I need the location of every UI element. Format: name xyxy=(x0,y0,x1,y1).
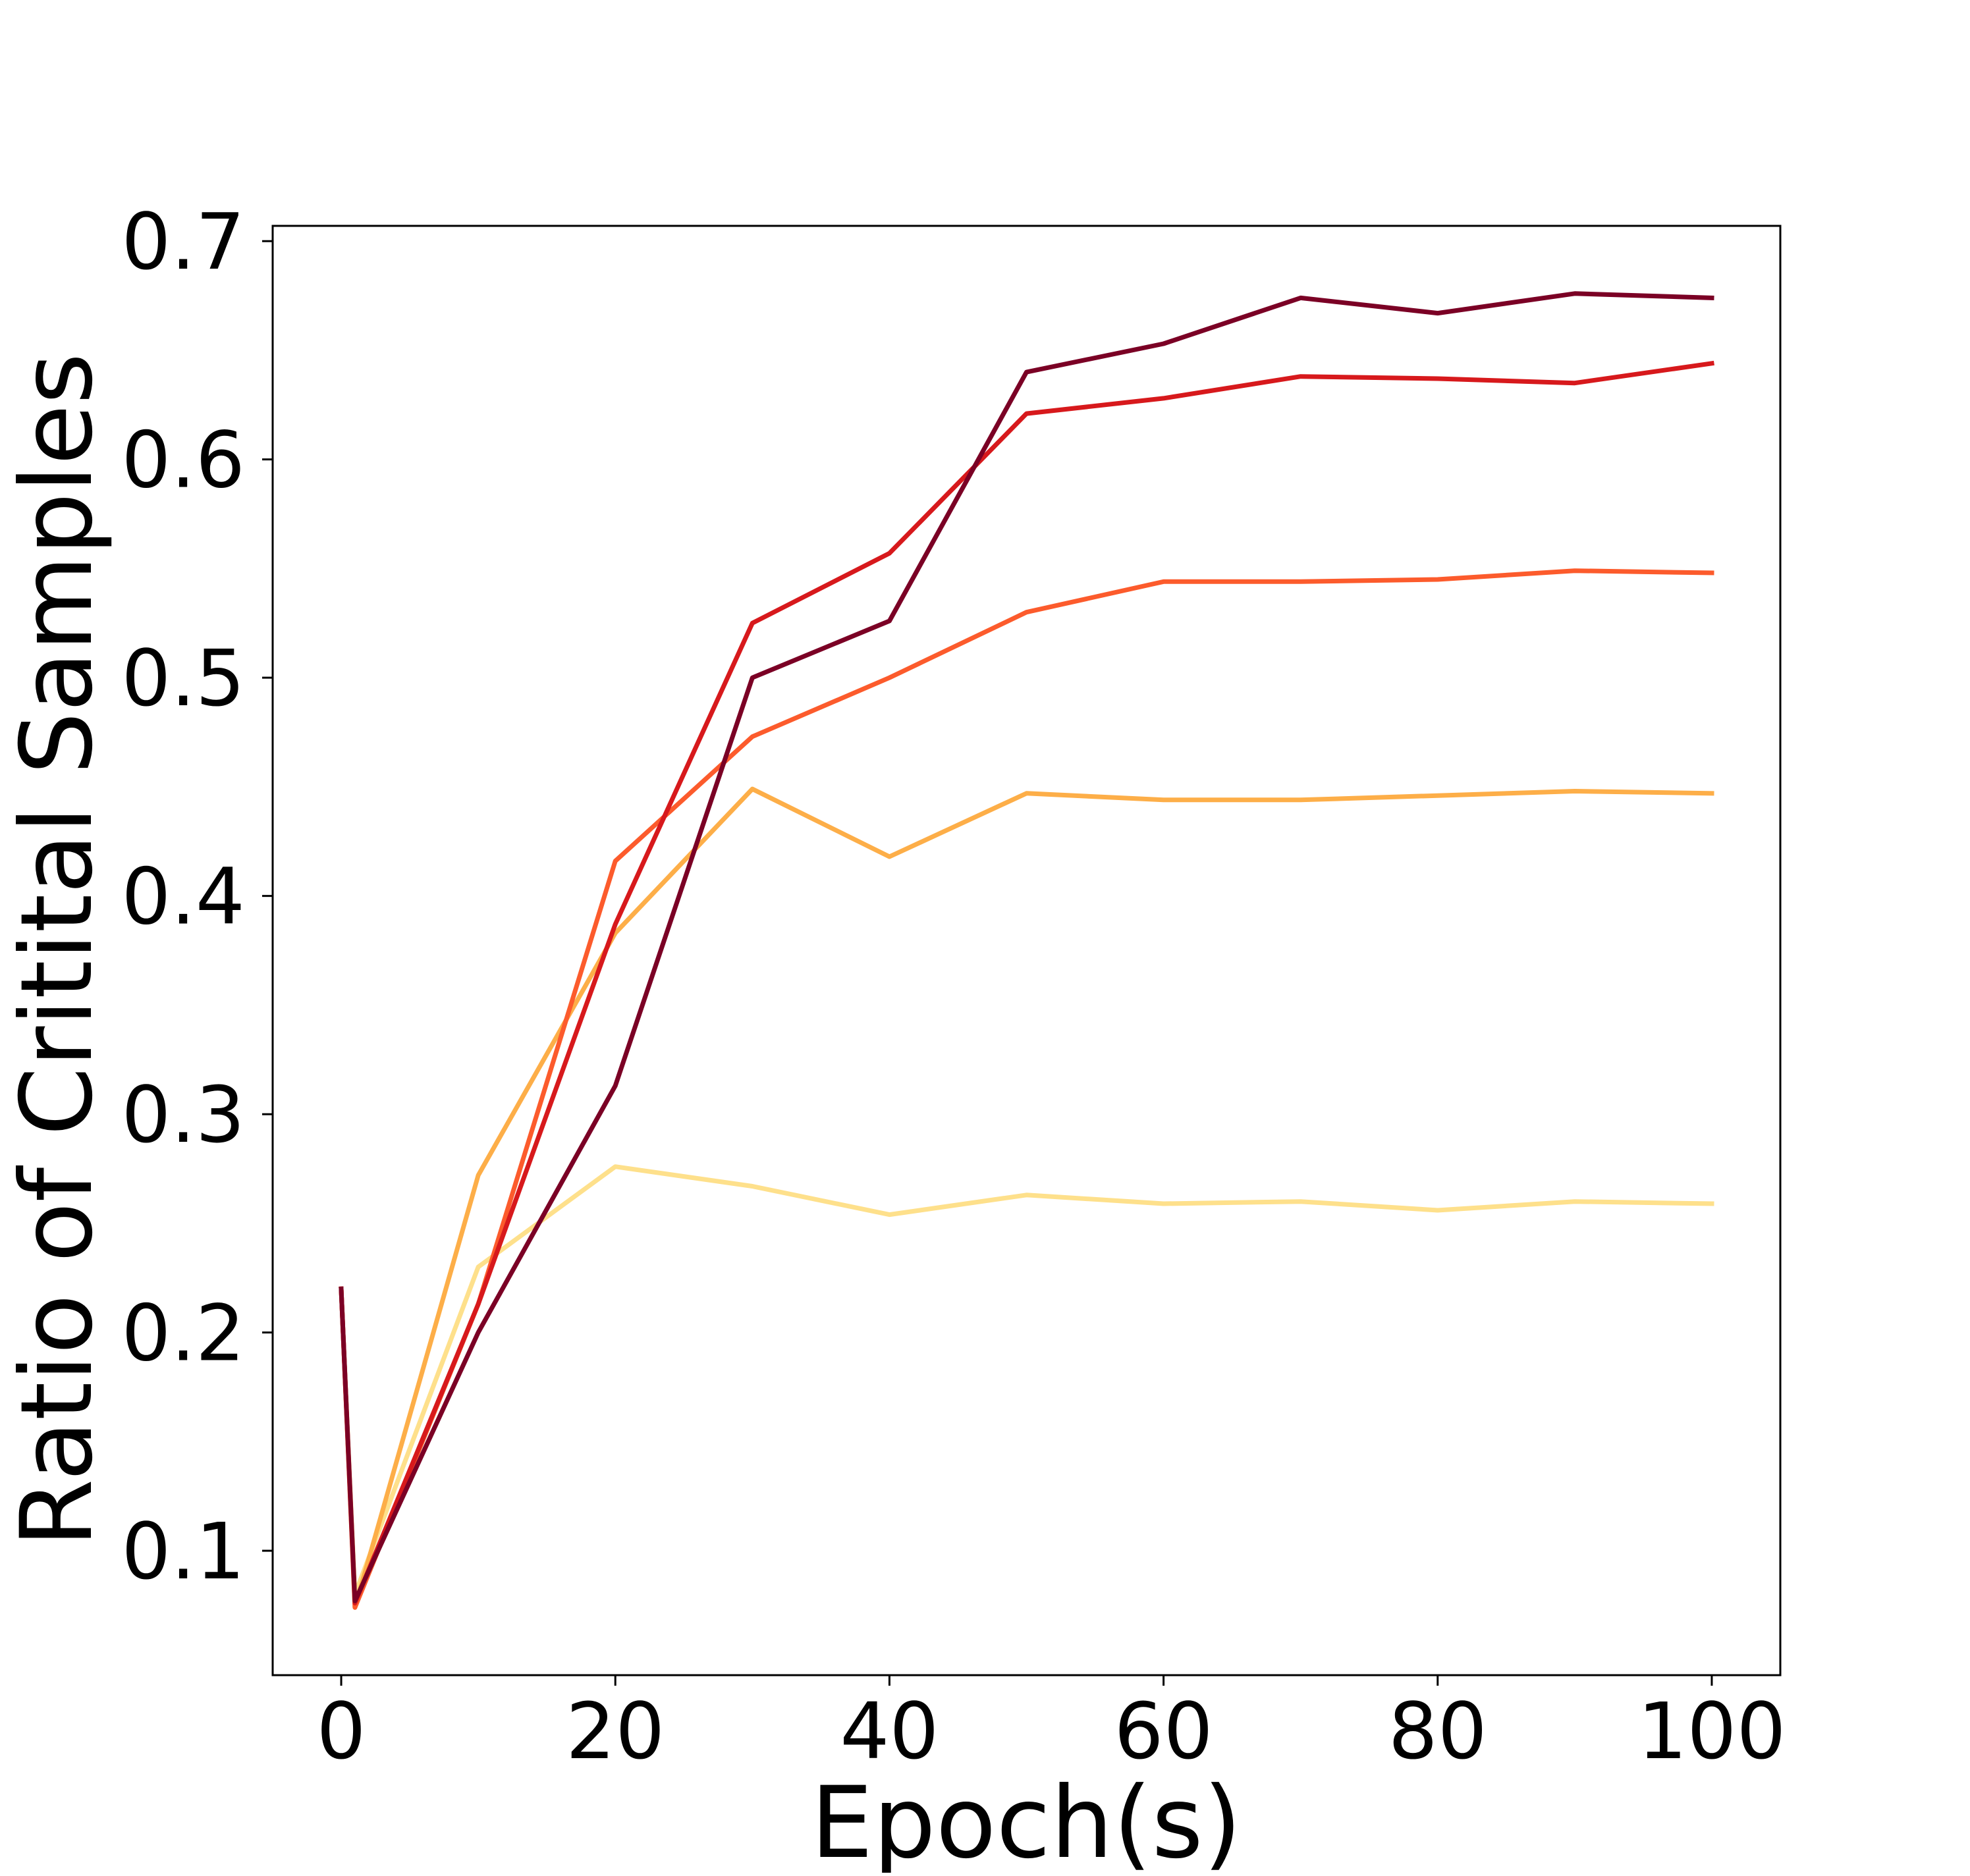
x-axis: 0 20 40 60 80 100 xyxy=(317,1675,1786,1777)
y-tick-label: 0.3 xyxy=(121,1069,245,1160)
y-tick-label: 0.5 xyxy=(121,633,245,724)
series-line-1 xyxy=(339,1164,1714,1597)
plot-frame xyxy=(271,225,1782,1676)
x-tick-label: 80 xyxy=(1388,1686,1487,1777)
series-lines xyxy=(339,291,1714,1610)
series-line-4 xyxy=(339,360,1714,1606)
y-tick-label: 0.4 xyxy=(121,851,245,942)
x-tick-label: 20 xyxy=(566,1686,665,1777)
x-tick-label: 40 xyxy=(840,1686,939,1777)
y-tick-label: 0.2 xyxy=(121,1288,245,1379)
series-line-2 xyxy=(339,786,1714,1610)
y-axis: 0.1 0.2 0.3 0.4 0.5 0.6 0.7 xyxy=(121,196,273,1597)
x-tick-label: 60 xyxy=(1114,1686,1213,1777)
y-axis-label: Ratio of Critital Samples xyxy=(0,353,115,1547)
series-line-3 xyxy=(339,568,1714,1610)
x-axis-label: Epoch(s) xyxy=(811,1766,1242,1873)
y-tick-label: 0.6 xyxy=(121,415,245,506)
x-tick-label: 0 xyxy=(317,1686,366,1777)
y-tick-label: 0.7 xyxy=(121,196,245,287)
y-tick-label: 0.1 xyxy=(121,1506,245,1597)
x-tick-label: 100 xyxy=(1637,1686,1786,1777)
series-line-5 xyxy=(339,291,1714,1603)
